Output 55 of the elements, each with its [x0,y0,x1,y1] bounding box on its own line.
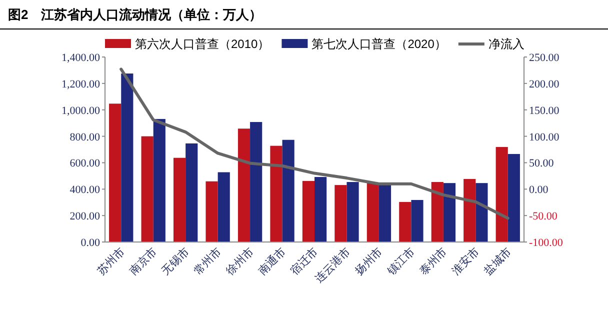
x-tick-label: 南通市 [256,244,288,278]
bar [346,182,359,242]
bar [334,185,347,242]
x-tick-label: 淮安市 [449,244,482,278]
legend-label: 第六次人口普查（2010） [135,37,270,51]
y2-tick-label: 50.00 [529,158,554,170]
bar [173,158,186,242]
y-tick-label: 600.00 [70,158,100,170]
y2-tick-label: 150.00 [529,104,560,117]
bar [476,183,488,242]
bar [464,178,476,242]
bar [302,180,314,242]
bar [121,74,134,242]
bar [443,183,456,242]
bar [141,136,154,242]
bar [431,182,444,242]
x-tick-label: 盐城市 [481,244,514,278]
bar [186,143,198,242]
bar [399,202,412,242]
bar [206,181,218,242]
x-tick-label: 镇江市 [384,244,418,278]
x-tick-label: 徐州市 [224,244,256,278]
bar [238,128,250,242]
bar [218,172,230,242]
y2-tick-label: 250.00 [529,52,560,64]
chart-title: 图2 江苏省内人口流动情况（单位：万人） [8,7,262,22]
x-tick-label: 南京市 [126,244,160,278]
x-tick-label: 扬州市 [352,244,386,278]
bar [250,122,262,242]
y2-tick-label: 0.00 [529,184,549,196]
y2-tick-label: -50.00 [529,210,558,223]
y-tick-label: 1,200.00 [62,78,100,90]
y2-tick-label: -100.00 [529,237,564,249]
bar [109,104,122,242]
x-tick-label: 无锡市 [159,244,192,278]
y-tick-label: 800.00 [70,131,100,144]
bar [378,183,392,242]
x-tick-label: 常州市 [191,244,224,278]
legend-label: 第七次人口普查（2020） [312,37,446,51]
y-tick-label: 1,400.00 [62,52,100,64]
bar [496,146,508,242]
bar [411,200,424,242]
bar [366,183,379,242]
y2-tick-label: 200.00 [529,78,560,90]
y-tick-label: 200.00 [70,210,100,223]
y-tick-label: 1,000.00 [62,104,100,117]
bar [270,146,282,242]
legend-label: 净流入 [488,37,524,51]
bar [508,154,520,242]
y2-tick-label: 100.00 [529,131,560,144]
x-tick-label: 泰州市 [417,244,450,278]
bar [153,118,166,242]
bar [314,176,327,242]
bar [282,140,294,242]
y-tick-label: 400.00 [70,184,100,196]
